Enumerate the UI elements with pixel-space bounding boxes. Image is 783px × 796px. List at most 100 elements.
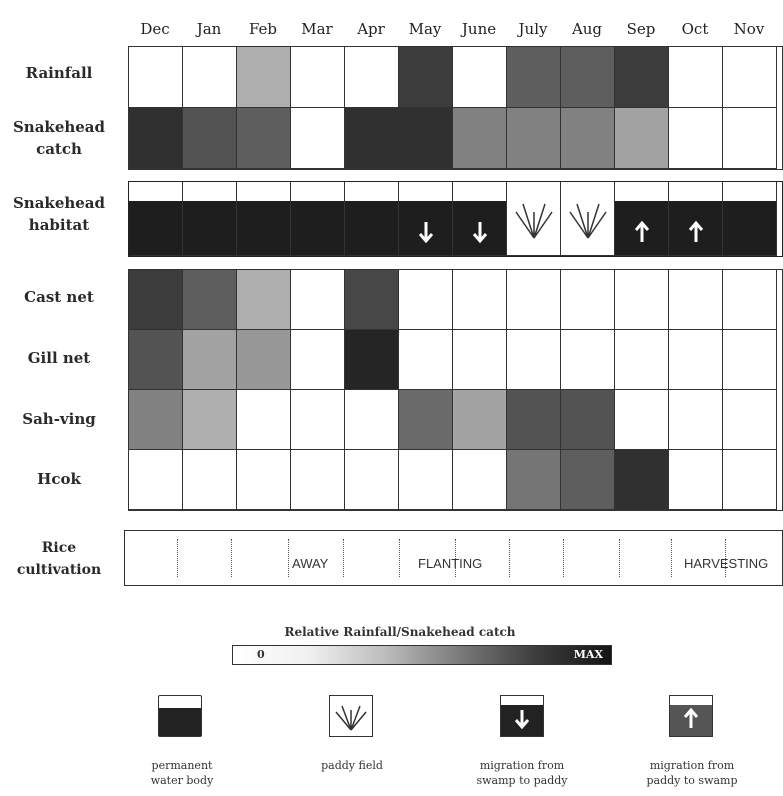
cell-gill-net-dec (129, 330, 183, 390)
month-feb: Feb (248, 20, 278, 38)
cell-snakehead-catch-mar (291, 108, 345, 169)
cell-gill-net-june (453, 330, 507, 390)
cell-hook-aug (561, 450, 615, 510)
habitat-permanent-nov (723, 182, 777, 256)
paddy-field-icon (329, 695, 373, 737)
cell-gill-net-aug (561, 330, 615, 390)
cell-cast-net-feb (237, 270, 291, 330)
cell-rainfall-aug (561, 47, 615, 108)
cell-rainfall-june (453, 47, 507, 108)
row-label-hook: Hcok (37, 470, 81, 488)
cell-rainfall-apr (345, 47, 399, 108)
habitat-paddy-aug (561, 182, 615, 256)
legend-min-label: 0 (257, 648, 265, 661)
cell-rainfall-dec (129, 47, 183, 108)
cell-gill-net-apr (345, 330, 399, 390)
month-may: May (408, 20, 442, 38)
cell-hook-mar (291, 450, 345, 510)
cell-gill-net-jan (183, 330, 237, 390)
row-label-snakehead-catch: Snakehead catch (12, 118, 106, 158)
legend-gradient-bar: 0 MAX (232, 645, 612, 665)
habitat-permanent-mar (291, 182, 345, 256)
cell-cast-net-july (507, 270, 561, 330)
rice-stage-harvesting: HARVESTING (684, 556, 769, 571)
cell-rainfall-oct (669, 47, 723, 108)
cell-hook-oct (669, 450, 723, 510)
cell-hook-may (399, 450, 453, 510)
cell-gill-net-feb (237, 330, 291, 390)
month-july: July (518, 20, 548, 38)
month-sep: Sep (626, 20, 656, 38)
row-label-cast-net: Cast net (24, 288, 94, 306)
rice-stage-planting: FLANTING (418, 556, 483, 571)
cell-sah-ving-may (399, 390, 453, 450)
cell-sah-ving-feb (237, 390, 291, 450)
cell-rainfall-may (399, 47, 453, 108)
cell-cast-net-sep (615, 270, 669, 330)
habitat-to-swamp-sep (615, 182, 669, 256)
cell-cast-net-jan (183, 270, 237, 330)
cell-sah-ving-mar (291, 390, 345, 450)
cell-sah-ving-oct (669, 390, 723, 450)
row-label-rice-cultivation: Rice cultivation (16, 540, 102, 578)
cell-rainfall-nov (723, 47, 777, 108)
month-jan: Jan (196, 20, 222, 38)
key-label-permanent-water-body: permanent water body (150, 759, 214, 787)
cell-sah-ving-july (507, 390, 561, 450)
cell-snakehead-catch-oct (669, 108, 723, 169)
cell-snakehead-catch-june (453, 108, 507, 169)
month-mar: Mar (301, 20, 333, 38)
cell-cast-net-aug (561, 270, 615, 330)
rainfall-catch-panel (128, 46, 783, 170)
cell-sah-ving-sep (615, 390, 669, 450)
habitat-panel (128, 181, 783, 257)
legend-title: Relative Rainfall/Snakehead catch (284, 625, 516, 639)
cell-hook-june (453, 450, 507, 510)
cell-gill-net-sep (615, 330, 669, 390)
habitat-to-paddy-june (453, 182, 507, 256)
cell-snakehead-catch-may (399, 108, 453, 169)
cell-cast-net-mar (291, 270, 345, 330)
row-label-sah-ving: Sah-ving (22, 410, 96, 428)
month-june: June (461, 20, 497, 38)
cell-snakehead-catch-feb (237, 108, 291, 169)
cell-hook-jan (183, 450, 237, 510)
cell-cast-net-nov (723, 270, 777, 330)
cell-gill-net-oct (669, 330, 723, 390)
cell-cast-net-oct (669, 270, 723, 330)
cell-sah-ving-dec (129, 390, 183, 450)
migration-paddy-to-swamp-icon (669, 695, 713, 737)
key-label-swamp-to-paddy: migration from swamp to paddy (476, 759, 568, 787)
cell-sah-ving-apr (345, 390, 399, 450)
habitat-to-swamp-oct (669, 182, 723, 256)
cell-hook-sep (615, 450, 669, 510)
cell-rainfall-jan (183, 47, 237, 108)
rice-stage-away: AWAY (292, 556, 329, 571)
cell-snakehead-catch-apr (345, 108, 399, 169)
cell-snakehead-catch-july (507, 108, 561, 169)
row-label-gill-net: Gill net (27, 349, 91, 367)
cell-sah-ving-aug (561, 390, 615, 450)
cell-hook-dec (129, 450, 183, 510)
habitat-to-paddy-may (399, 182, 453, 256)
cell-cast-net-june (453, 270, 507, 330)
cell-hook-apr (345, 450, 399, 510)
migration-swamp-to-paddy-icon (500, 695, 544, 737)
month-nov: Nov (733, 20, 765, 38)
cell-snakehead-catch-aug (561, 108, 615, 169)
habitat-paddy-july (507, 182, 561, 256)
month-oct: Oct (681, 20, 709, 38)
key-label-paddy-to-swamp: migration from paddy to swamp (646, 759, 738, 787)
cell-gill-net-july (507, 330, 561, 390)
month-aug: Aug (571, 20, 603, 38)
cell-gill-net-mar (291, 330, 345, 390)
cell-gill-net-may (399, 330, 453, 390)
cell-hook-feb (237, 450, 291, 510)
habitat-permanent-apr (345, 182, 399, 256)
cell-hook-nov (723, 450, 777, 510)
cell-sah-ving-nov (723, 390, 777, 450)
key-label-paddy-field: paddy field (321, 759, 383, 772)
cell-rainfall-july (507, 47, 561, 108)
cell-rainfall-feb (237, 47, 291, 108)
row-label-rainfall: Rainfall (25, 64, 93, 82)
